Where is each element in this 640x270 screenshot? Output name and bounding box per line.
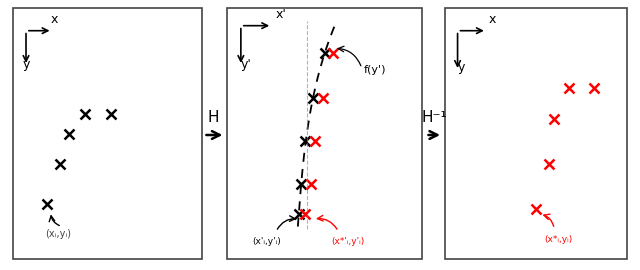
Text: (xᵢ,yᵢ): (xᵢ,yᵢ) bbox=[45, 229, 71, 239]
Text: H: H bbox=[207, 110, 218, 125]
Text: (x*'ᵢ,y'ᵢ): (x*'ᵢ,y'ᵢ) bbox=[332, 237, 365, 246]
FancyBboxPatch shape bbox=[13, 8, 202, 259]
Text: x: x bbox=[51, 13, 58, 26]
Text: y': y' bbox=[241, 58, 252, 71]
Text: H⁻¹: H⁻¹ bbox=[421, 110, 447, 125]
Text: y: y bbox=[22, 58, 29, 71]
Text: (x'ᵢ,y'ᵢ): (x'ᵢ,y'ᵢ) bbox=[252, 237, 280, 246]
Text: (x*ᵢ,yᵢ): (x*ᵢ,yᵢ) bbox=[544, 235, 572, 244]
FancyBboxPatch shape bbox=[445, 8, 627, 259]
Text: x: x bbox=[488, 13, 496, 26]
FancyBboxPatch shape bbox=[227, 8, 422, 259]
Text: f(y'): f(y') bbox=[364, 65, 387, 75]
Text: y: y bbox=[458, 61, 465, 74]
Text: x': x' bbox=[276, 8, 287, 21]
